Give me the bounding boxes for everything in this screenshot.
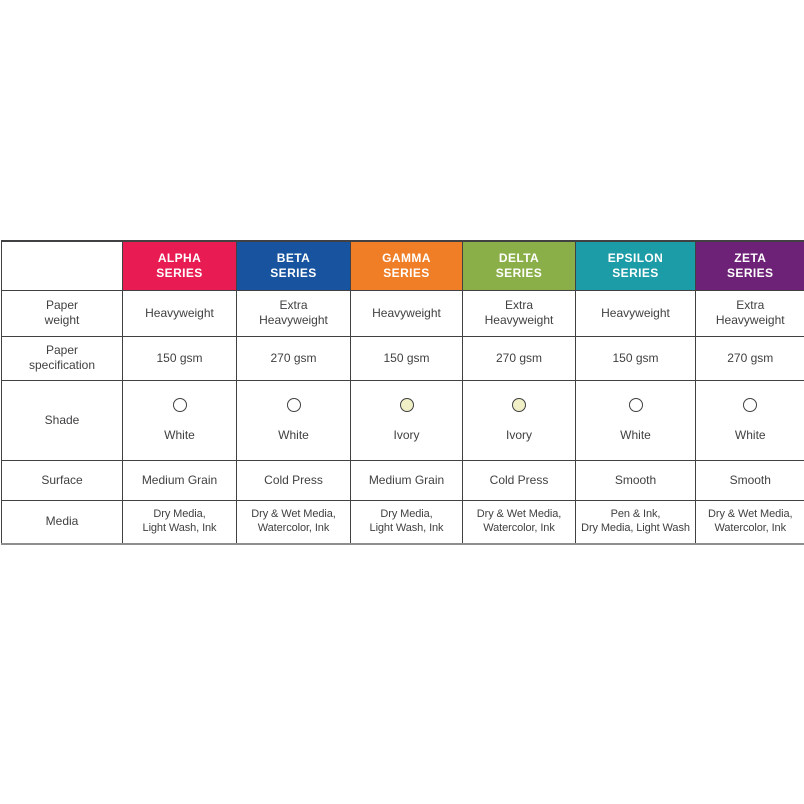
cell-media-alpha: Dry Media, Light Wash, Ink [122, 499, 237, 545]
shade-label: White [620, 427, 651, 442]
cell-media-gamma: Dry Media, Light Wash, Ink [350, 499, 463, 545]
row-surface: Surface Medium Grain Cold Press Medium G… [1, 459, 804, 501]
row-paper-weight: Paper weight Heavyweight Extra Heavyweig… [1, 289, 804, 337]
column-header-alpha: ALPHA SERIES [122, 240, 237, 291]
cell-paper-weight-zeta: Extra Heavyweight [695, 289, 804, 337]
shade-label: Ivory [505, 427, 532, 442]
cell-paper-weight-delta: Extra Heavyweight [462, 289, 576, 337]
shade-circle-icon [628, 397, 643, 412]
cell-paper-spec-zeta: 270 gsm [695, 335, 804, 381]
cell-media-beta: Dry & Wet Media, Watercolor, Ink [236, 499, 351, 545]
cell-paper-spec-beta: 270 gsm [236, 335, 351, 381]
shade-label: White [734, 427, 766, 442]
cell-surface-alpha: Medium Grain [122, 459, 237, 501]
shade-circle-icon [512, 397, 526, 412]
row-header-paper-specification: Paper specification [1, 335, 123, 381]
row-header-paper-weight: Paper weight [1, 289, 123, 337]
cell-shade-epsilon: White [575, 379, 696, 461]
shade-circle-icon [172, 397, 187, 412]
cell-shade-alpha: White [122, 379, 237, 461]
corner-cell [1, 240, 123, 291]
cell-paper-spec-alpha: 150 gsm [122, 335, 237, 381]
row-header-shade: Shade [1, 379, 123, 461]
cell-surface-gamma: Medium Grain [350, 459, 463, 501]
shade-circle-icon [743, 397, 758, 412]
cell-paper-weight-beta: Extra Heavyweight [236, 289, 351, 337]
cell-paper-spec-gamma: 150 gsm [350, 335, 463, 381]
cell-media-zeta: Dry & Wet Media, Watercolor, Ink [695, 499, 804, 545]
row-header-surface: Surface [1, 459, 123, 501]
column-header-zeta: ZETA SERIES [695, 240, 804, 291]
column-header-epsilon: EPSILON SERIES [575, 240, 696, 291]
cell-media-delta: Dry & Wet Media, Watercolor, Ink [462, 499, 576, 545]
row-media: Media Dry Media, Light Wash, Ink Dry & W… [1, 499, 804, 545]
cell-paper-spec-epsilon: 150 gsm [575, 335, 696, 381]
paper-series-table-container: ALPHA SERIES BETA SERIES GAMMA SERIES DE… [1, 240, 804, 545]
column-header-gamma: GAMMA SERIES [350, 240, 463, 291]
shade-circle-icon [286, 397, 301, 412]
cell-surface-epsilon: Smooth [575, 459, 696, 501]
shade-circle-icon [399, 397, 414, 412]
row-header-media: Media [1, 499, 123, 545]
cell-shade-delta: Ivory [462, 379, 576, 461]
column-header-beta: BETA SERIES [236, 240, 351, 291]
shade-label: White [278, 427, 309, 442]
cell-shade-gamma: Ivory [350, 379, 463, 461]
cell-surface-zeta: Smooth [695, 459, 804, 501]
cell-paper-weight-gamma: Heavyweight [350, 289, 463, 337]
cell-surface-beta: Cold Press [236, 459, 351, 501]
header-row: ALPHA SERIES BETA SERIES GAMMA SERIES DE… [1, 240, 804, 291]
row-paper-specification: Paper specification 150 gsm 270 gsm 150 … [1, 335, 804, 381]
cell-shade-beta: White [236, 379, 351, 461]
shade-label: White [164, 427, 195, 442]
cell-shade-zeta: White [695, 379, 804, 461]
cell-surface-delta: Cold Press [462, 459, 576, 501]
cell-media-epsilon: Pen & Ink, Dry Media, Light Wash [575, 499, 696, 545]
column-header-delta: DELTA SERIES [462, 240, 576, 291]
cell-paper-weight-alpha: Heavyweight [122, 289, 237, 337]
cell-paper-weight-epsilon: Heavyweight [575, 289, 696, 337]
cell-paper-spec-delta: 270 gsm [462, 335, 576, 381]
row-shade: Shade White White Ivory [1, 379, 804, 461]
paper-series-comparison-table: ALPHA SERIES BETA SERIES GAMMA SERIES DE… [1, 240, 804, 545]
shade-label: Ivory [393, 427, 420, 442]
